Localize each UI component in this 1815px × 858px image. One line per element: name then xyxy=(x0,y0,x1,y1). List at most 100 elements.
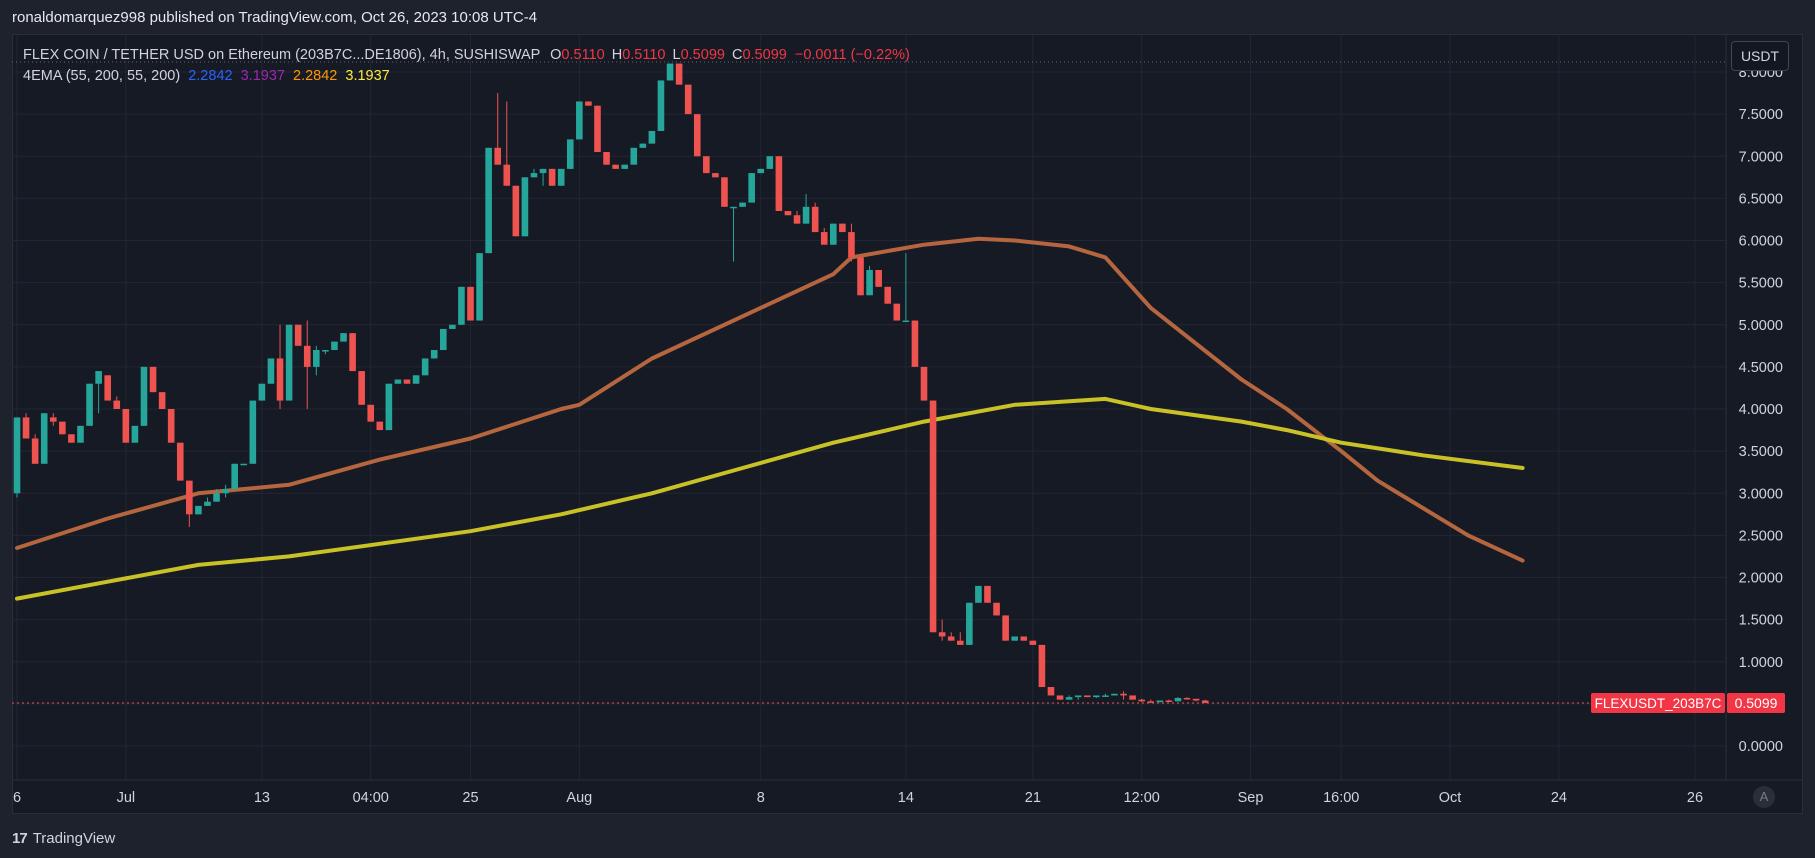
candle-down xyxy=(1147,699,1155,703)
candle-body xyxy=(231,463,238,490)
candle-down xyxy=(811,202,819,233)
candle-up xyxy=(485,147,492,254)
candle-up xyxy=(439,328,447,351)
symbol-price-tag-label: FLEXUSDT_203B7C xyxy=(1595,696,1722,711)
chart-legend: FLEX COIN / TETHER USD on Ethereum (203B… xyxy=(23,45,910,87)
candle-up xyxy=(412,375,420,384)
candle-body xyxy=(693,114,701,157)
candle-up xyxy=(739,202,746,207)
candle-body xyxy=(285,324,293,401)
close-value: 0.5099 xyxy=(742,47,787,63)
candle-down xyxy=(875,269,882,287)
candle-down xyxy=(1129,695,1136,700)
candle-body xyxy=(639,143,647,148)
candle-body xyxy=(757,168,765,174)
candle-body xyxy=(195,505,202,515)
time-tick-label: 04:00 xyxy=(353,790,389,806)
candle-body xyxy=(712,173,719,178)
time-tick-label: Sep xyxy=(1238,790,1264,806)
candle-body xyxy=(13,417,21,494)
candle-body xyxy=(784,211,792,216)
candle-body xyxy=(1192,698,1200,701)
candle-body xyxy=(848,232,855,258)
candle-body xyxy=(385,383,393,431)
candle-body xyxy=(176,442,184,481)
candle-up xyxy=(975,585,982,603)
candle-body xyxy=(748,173,755,203)
candle-body xyxy=(59,421,66,435)
price-tick-label: 7.0000 xyxy=(1739,149,1783,165)
candle-down xyxy=(113,396,121,409)
candle-body xyxy=(830,223,837,245)
candle-body xyxy=(703,156,710,174)
candle-body xyxy=(675,63,683,85)
candle-down xyxy=(167,409,175,443)
candle-body xyxy=(820,232,828,245)
candle-up xyxy=(331,341,338,351)
candle-body xyxy=(22,417,30,439)
candle-down xyxy=(784,211,792,216)
candle-down xyxy=(59,421,66,435)
candle-down xyxy=(947,632,955,641)
candle-down xyxy=(857,257,864,296)
candle-up xyxy=(866,265,873,296)
currency-button[interactable]: USDT xyxy=(1731,41,1789,71)
time-tick-label: 12:00 xyxy=(1124,790,1160,806)
candle-body xyxy=(1147,701,1155,703)
candle-down xyxy=(367,404,375,422)
candle-body xyxy=(367,404,375,422)
candle-up xyxy=(40,413,48,464)
candle-down xyxy=(1083,695,1091,698)
change-value: −0.0011 (−0.22%) xyxy=(794,47,910,63)
candle-down xyxy=(993,602,1000,616)
time-axis[interactable]: 6 Jul 13 04:00 25 Aug 8 14 21 12:00 Sep 16:00 Oct 24 2… xyxy=(12,779,1802,806)
candle-down xyxy=(403,379,411,384)
candle-up xyxy=(313,345,320,376)
price-axis[interactable]: 0.00000.50001.00001.50002.00002.50003.00… xyxy=(1725,35,1783,780)
price-tick-label: 2.0000 xyxy=(1739,571,1783,587)
high-value: 0.5110 xyxy=(622,47,666,63)
candle-up xyxy=(630,147,638,165)
candle-body xyxy=(1156,700,1164,703)
candle-body xyxy=(766,156,774,169)
candle-down xyxy=(276,324,284,409)
time-tick-label: 8 xyxy=(757,790,765,806)
ema-value-4: 3.1937 xyxy=(345,68,390,84)
candle-up xyxy=(131,425,139,443)
symbol-title[interactable]: FLEX COIN / TETHER USD on Ethereum (203B… xyxy=(23,47,541,63)
candle-body xyxy=(403,379,411,384)
candle-body xyxy=(40,413,48,464)
top-bar: ronaldomarquez998 published on TradingVi… xyxy=(0,0,1815,38)
candle-body xyxy=(929,400,937,633)
candle-body xyxy=(149,366,157,393)
candle-body xyxy=(947,636,955,641)
candle-down xyxy=(1056,695,1064,700)
price-tick-label: 5.5000 xyxy=(1739,276,1783,292)
candle-up xyxy=(530,168,538,178)
tradingview-logo-icon: 17 xyxy=(12,829,28,847)
candle-body xyxy=(739,202,746,207)
candle-body xyxy=(340,333,347,342)
candle-body xyxy=(213,493,220,502)
candle-down xyxy=(1002,615,1009,641)
candle-up xyxy=(249,400,257,464)
candle-body xyxy=(530,173,538,178)
indicator-title[interactable]: 4EMA (55, 200, 55, 200) xyxy=(23,68,181,84)
open-label: O xyxy=(550,47,562,63)
candle-up xyxy=(340,333,347,342)
candle-up xyxy=(394,379,402,384)
candles xyxy=(13,63,1209,704)
candle-body xyxy=(1083,695,1091,698)
brand-name[interactable]: TradingView xyxy=(32,829,116,847)
candle-down xyxy=(721,177,728,207)
candle-body xyxy=(811,206,819,233)
candle-down xyxy=(1192,698,1200,702)
candle-up xyxy=(95,371,102,414)
auto-scale-button[interactable]: A xyxy=(1753,786,1775,808)
candle-body xyxy=(884,286,892,304)
candle-body xyxy=(322,350,329,352)
candle-body xyxy=(802,206,810,224)
candle-down xyxy=(1029,640,1037,645)
candle-down xyxy=(684,84,692,115)
